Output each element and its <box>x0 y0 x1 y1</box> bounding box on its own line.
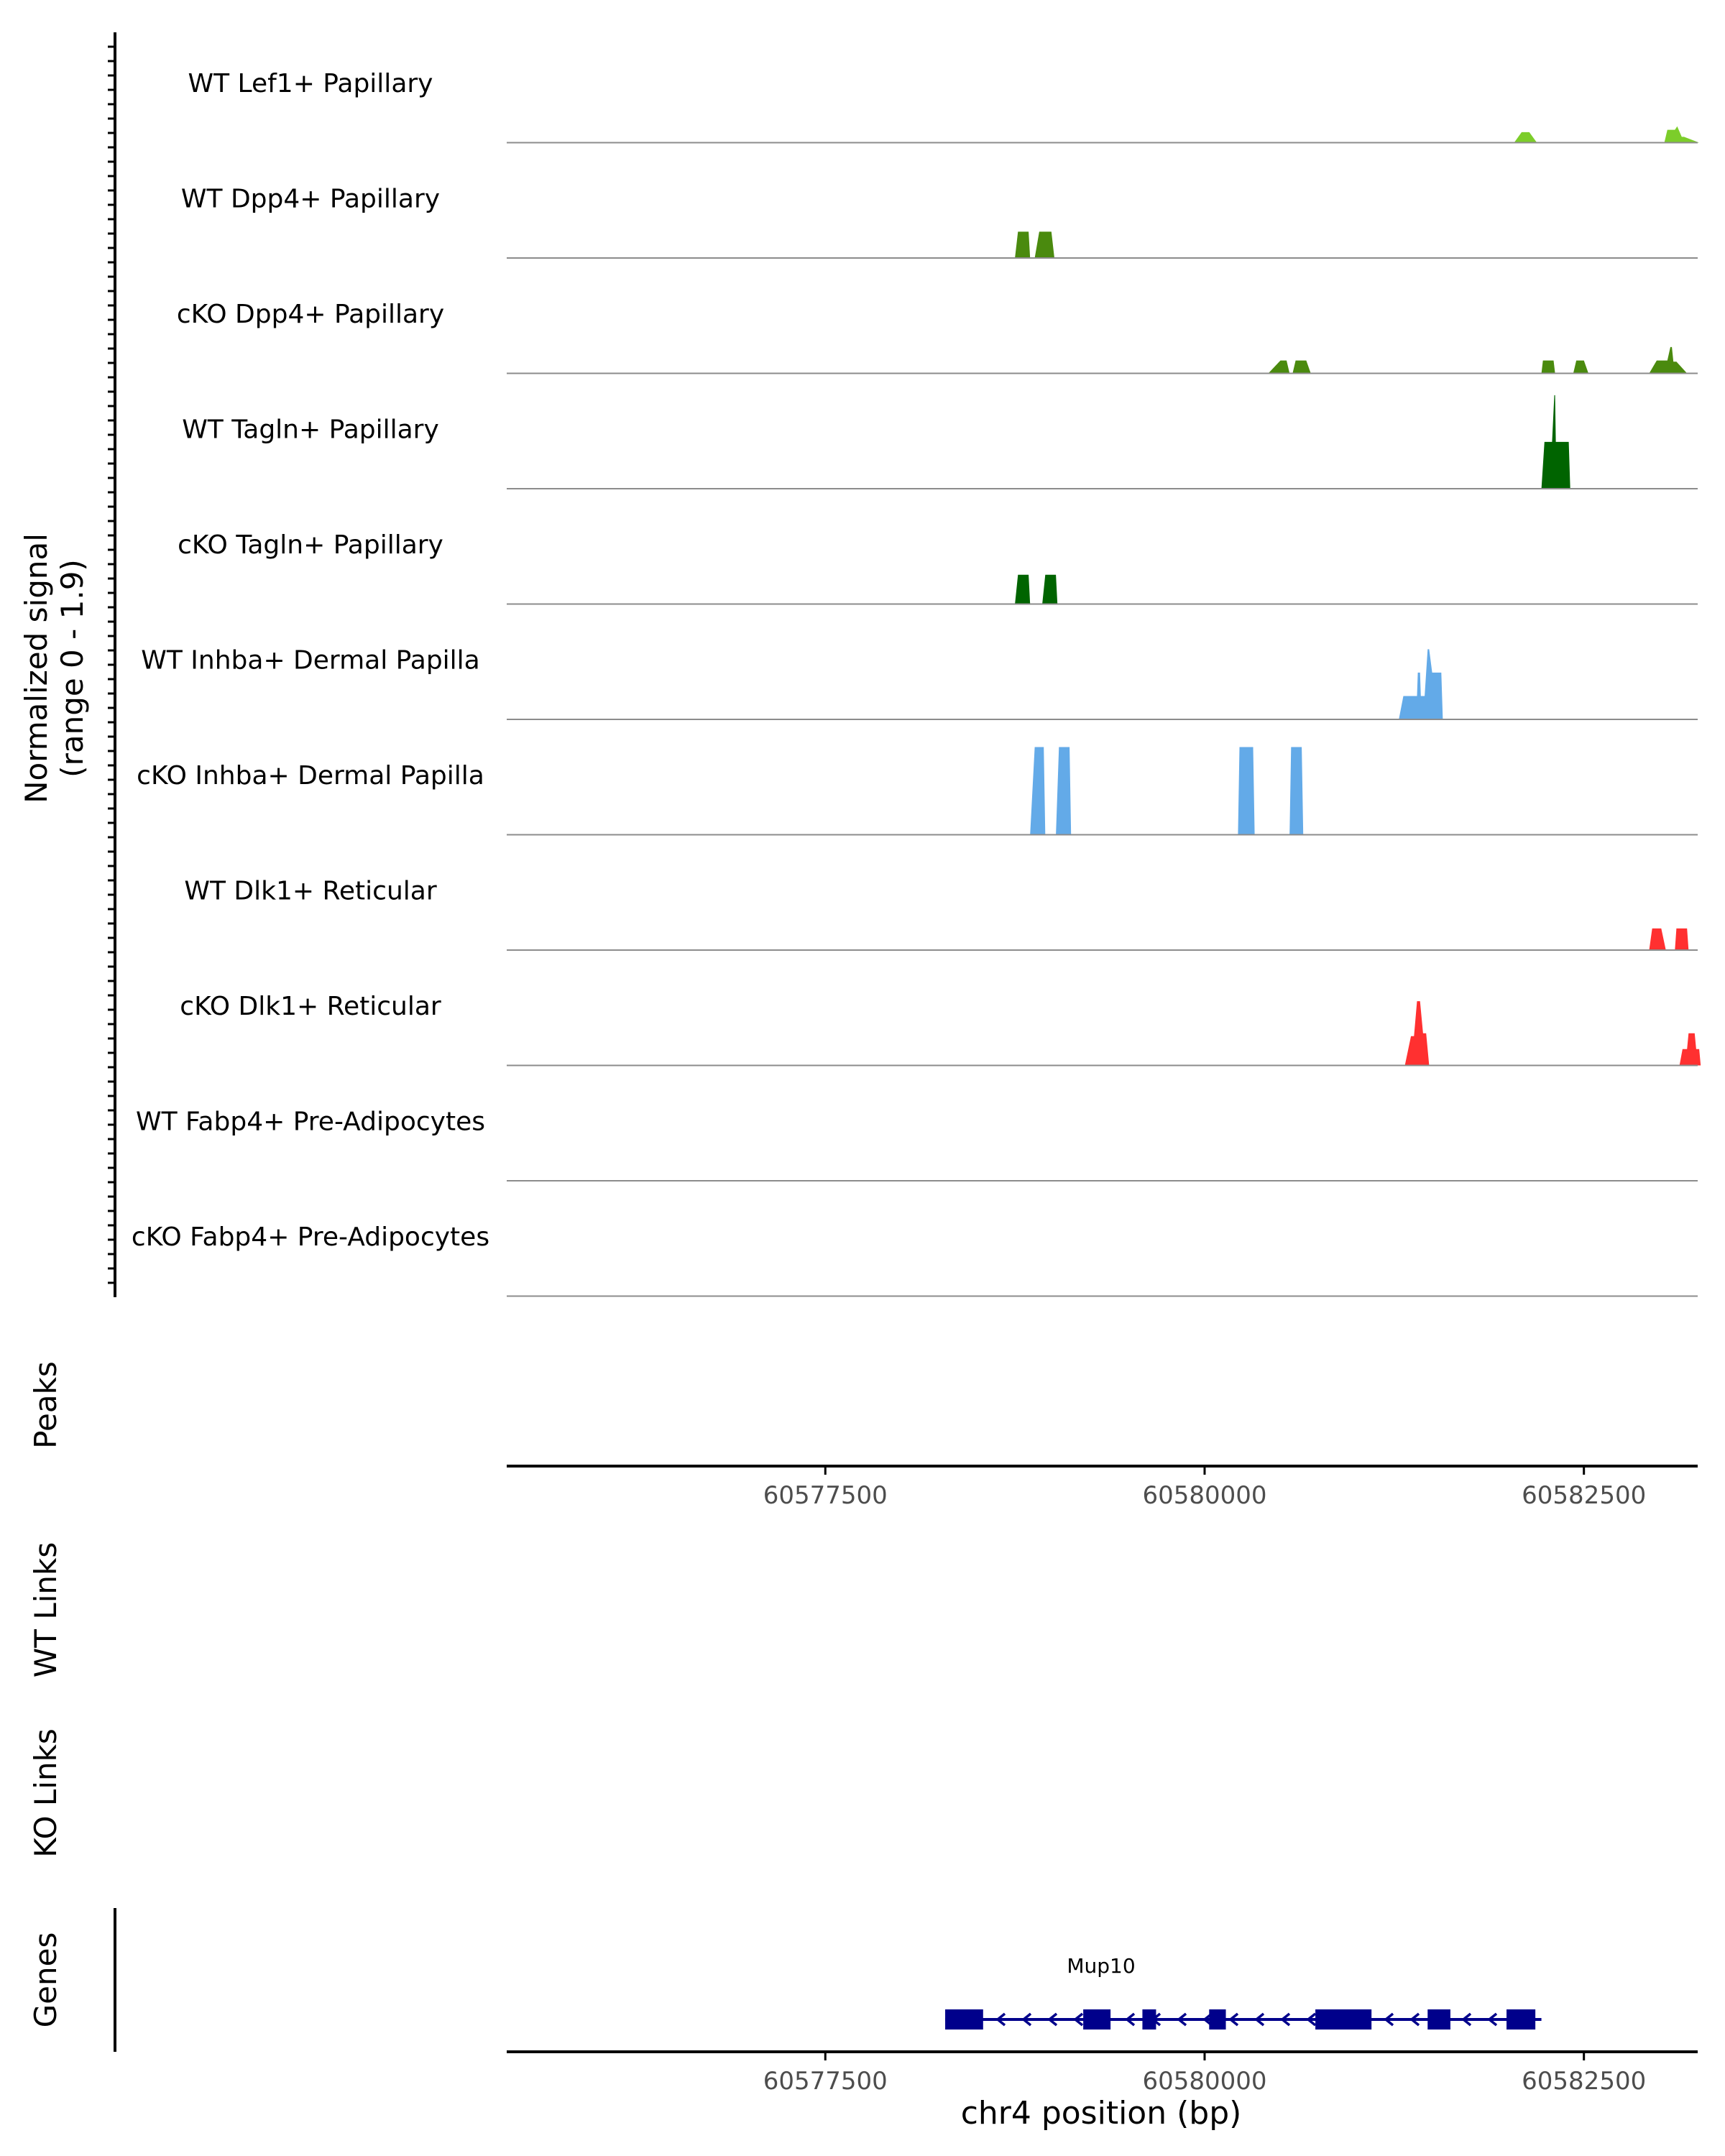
gene-model <box>945 2009 1542 2030</box>
coverage-peak <box>1292 360 1311 374</box>
track-label: WT Dpp4+ Papillary <box>181 185 440 214</box>
strand-arrow <box>1125 2012 1136 2027</box>
coverage-peak <box>1404 1001 1430 1066</box>
strand-arrow <box>1384 2012 1394 2027</box>
gene-exon <box>1427 2009 1450 2030</box>
track-label: cKO Inhba+ Dermal Papilla <box>137 761 484 791</box>
x-tick-label: 60582500 <box>1522 2067 1646 2096</box>
coverage-peak <box>1015 231 1031 258</box>
track-2: cKO Dpp4+ Papillary <box>177 300 1698 374</box>
coverage-peak <box>1034 231 1054 258</box>
strand-arrow <box>1021 2012 1032 2027</box>
strand-arrow <box>1306 2012 1317 2027</box>
track-label: WT Tagln+ Papillary <box>182 415 439 445</box>
coverage-peak <box>1664 126 1700 143</box>
x-tick-label: 60577500 <box>763 1481 888 1510</box>
strand-arrow <box>995 2012 1006 2027</box>
x-tick-label: 60577500 <box>763 2067 888 2096</box>
coverage-peak <box>1042 574 1058 604</box>
track-label: WT Lef1+ Papillary <box>188 69 433 98</box>
genes-label: Genes <box>28 1932 63 2028</box>
coverage-peak <box>1015 574 1031 604</box>
coverage-peak <box>1514 132 1537 143</box>
coverage-peak <box>1268 360 1290 374</box>
strand-arrow <box>1073 2012 1084 2027</box>
signal-tracks: WT Lef1+ Papillary WT Dpp4+ Papillary cKO … <box>132 69 1701 1297</box>
gene-name-label: Mup10 <box>1067 1954 1135 1978</box>
track-9: WT Fabp4+ Pre-Adipocytes <box>136 1107 1698 1181</box>
track-8: cKO Dlk1+ Reticular <box>180 992 1701 1067</box>
coverage-peak <box>1649 346 1688 374</box>
strand-arrow <box>1461 2012 1472 2027</box>
track-10: cKO Fabp4+ Pre-Adipocytes <box>132 1222 1698 1297</box>
strand-arrow <box>1177 2012 1187 2027</box>
track-label: WT Fabp4+ Pre-Adipocytes <box>136 1107 485 1137</box>
y-axis-title-line1: Normalized signal <box>19 533 54 803</box>
track-0: WT Lef1+ Papillary <box>188 69 1700 144</box>
gene-exon <box>1315 2009 1372 2030</box>
coverage-peak <box>1541 395 1570 489</box>
ko-links-label: KO Links <box>28 1728 63 1858</box>
bottom-x-axis: 6057750060580000605825006058500 <box>763 2052 1646 2096</box>
peaks-x-axis: 6057750060580000605825006058500 <box>763 1466 1646 1510</box>
x-tick-label: 60580000 <box>1142 2067 1266 2096</box>
coverage-peak <box>1541 360 1555 374</box>
track-7: WT Dlk1+ Reticular <box>184 877 1698 951</box>
gene-exon <box>1142 2009 1156 2030</box>
x-axis-title: chr4 position (bp) <box>961 2095 1242 2132</box>
peaks-label: Peaks <box>28 1361 63 1449</box>
signal-y-axis-ticks <box>108 45 115 1284</box>
coverage-peak <box>1573 360 1588 374</box>
y-axis-title-line2: (range 0 - 1.9) <box>55 559 90 778</box>
track-label: cKO Fabp4+ Pre-Adipocytes <box>132 1222 489 1252</box>
strand-arrow <box>1487 2012 1498 2027</box>
coverage-peak <box>1649 928 1666 950</box>
track-label: cKO Dpp4+ Papillary <box>177 300 444 329</box>
track-label: WT Dlk1+ Reticular <box>184 877 436 906</box>
strand-arrow <box>1280 2012 1291 2027</box>
strand-arrow <box>1409 2012 1420 2027</box>
track-label: cKO Dlk1+ Reticular <box>180 992 441 1021</box>
wt-links-label: WT Links <box>28 1542 63 1677</box>
y-axis-title: Normalized signal (range 0 - 1.9) <box>19 533 90 803</box>
coverage-peak <box>1675 928 1689 950</box>
strand-arrow <box>1228 2012 1239 2027</box>
gene-exon <box>1209 2009 1226 2030</box>
coverage-peak <box>1238 747 1255 835</box>
track-label: WT Inhba+ Dermal Papilla <box>141 646 479 676</box>
track-4: cKO Tagln+ Papillary <box>178 530 1698 605</box>
x-tick-label: 60580000 <box>1142 1481 1266 1510</box>
coverage-peak <box>1679 1033 1701 1066</box>
gene-exon <box>945 2009 983 2030</box>
coverage-peak <box>1030 747 1046 835</box>
track-6: cKO Inhba+ Dermal Papilla <box>137 747 1698 836</box>
track-5: WT Inhba+ Dermal Papilla <box>141 646 1698 720</box>
gene-exon <box>1083 2009 1111 2030</box>
x-tick-label: 60582500 <box>1522 1481 1646 1510</box>
strand-arrow <box>1254 2012 1265 2027</box>
coverage-peak <box>1056 747 1072 835</box>
track-3: WT Tagln+ Papillary <box>182 395 1698 489</box>
coverage-peak <box>1289 747 1304 835</box>
track-1: WT Dpp4+ Papillary <box>181 185 1698 259</box>
strand-arrow <box>1047 2012 1058 2027</box>
track-label: cKO Tagln+ Papillary <box>178 530 443 560</box>
coverage-peak <box>1399 649 1443 719</box>
gene-exon <box>1506 2009 1536 2030</box>
